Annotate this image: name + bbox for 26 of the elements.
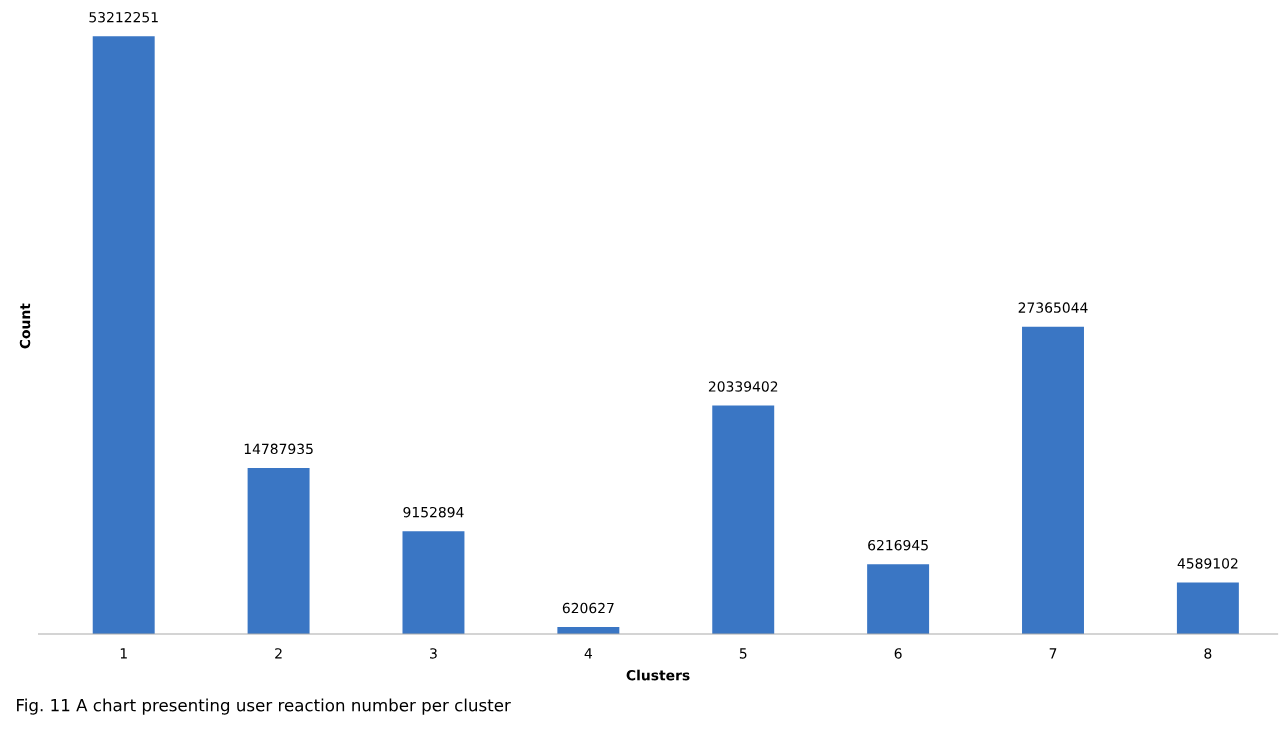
x-tick-label: 8: [1204, 648, 1212, 659]
bar: [247, 467, 310, 635]
data-label: 27365044: [1018, 302, 1088, 313]
y-axis-title: Count: [19, 303, 31, 349]
bar: [1176, 582, 1239, 635]
data-label: 6216945: [868, 539, 928, 551]
data-label: 14787935: [244, 443, 313, 455]
x-tick-label: 5: [739, 648, 747, 659]
x-tick-label: 3: [430, 648, 437, 659]
data-label: 620627: [562, 602, 614, 614]
x-tick-label: 6: [894, 648, 902, 659]
data-label: 53212251: [89, 11, 158, 23]
x-tick-label: 1: [120, 648, 127, 659]
bar: [402, 531, 465, 635]
caption: Fig. 11 A chart presenting user reaction number per cluster: [17, 698, 511, 715]
x-tick-label: 2: [275, 648, 282, 659]
bar: [92, 36, 155, 635]
data-label: 9152894: [403, 506, 464, 518]
x-axis-title: Clusters: [626, 669, 690, 681]
bar: [712, 405, 775, 635]
data-label: 20339402: [708, 381, 778, 392]
bar: [1022, 326, 1084, 635]
x-tick-label: 4: [584, 648, 592, 659]
x-tick-label: 7: [1049, 648, 1057, 659]
bar: [867, 564, 930, 635]
data-label: 4589102: [1177, 558, 1238, 569]
